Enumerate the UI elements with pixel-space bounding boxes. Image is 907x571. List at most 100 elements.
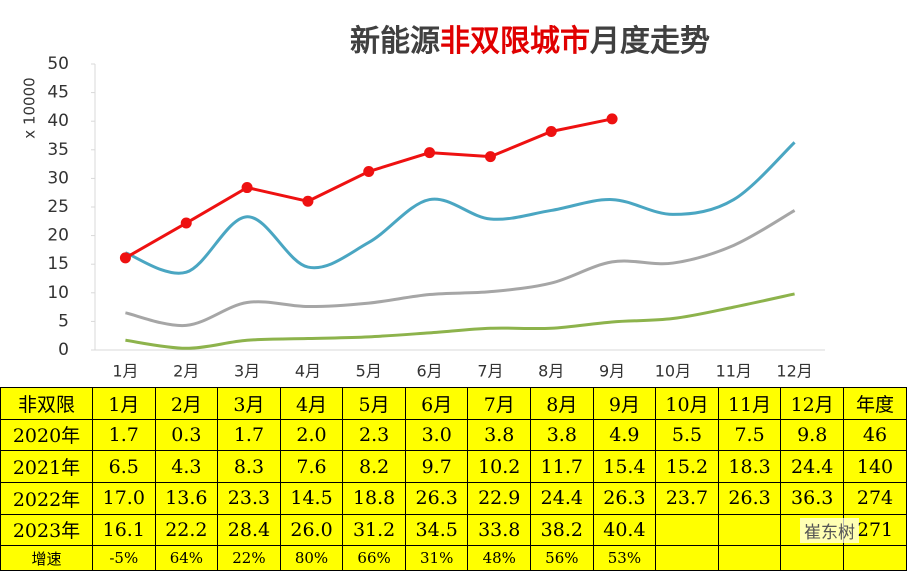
table-cell: 34.5 xyxy=(404,513,469,547)
y-tick-label: 50 xyxy=(47,54,69,74)
table-cell: 46 xyxy=(843,418,907,452)
table-cell: 7.5 xyxy=(717,418,782,452)
table-cell: 2020年 xyxy=(0,418,93,452)
y-tick-label: 45 xyxy=(47,83,69,103)
table-cell: -5% xyxy=(92,545,156,571)
table-cell: 14.5 xyxy=(279,481,344,515)
table-cell: 2.3 xyxy=(342,418,406,452)
table-cell: 3.0 xyxy=(404,418,469,452)
table-cell: 26.3 xyxy=(404,481,469,515)
table-cell: 18.8 xyxy=(342,481,406,515)
y-axis-label: x 10000 xyxy=(21,77,39,138)
x-tick-label: 4月 xyxy=(295,362,321,381)
table-cell: 非双限 xyxy=(0,387,93,420)
table-cell: 48% xyxy=(467,545,532,571)
table-cell: 5月 xyxy=(342,387,406,420)
table-row: 2023年 16.1 22.2 28.4 26.0 31.2 34.5 33.8 38.2 40.… xyxy=(0,513,907,547)
table-cell: 0.3 xyxy=(154,418,219,452)
table-cell: 2023年 xyxy=(0,513,93,547)
table-cell: 22.2 xyxy=(154,513,219,547)
table-cell: 5.5 xyxy=(655,418,719,452)
table-cell: 36.3 xyxy=(780,481,844,515)
table-cell: 4.9 xyxy=(592,418,657,452)
table-cell xyxy=(655,513,719,547)
x-tick-label: 3月 xyxy=(234,362,260,381)
table-cell xyxy=(780,545,844,571)
series-line xyxy=(125,292,795,350)
table-cell: 8月 xyxy=(530,387,594,420)
table-cell: 1月 xyxy=(92,387,156,420)
table-cell: 15.4 xyxy=(592,450,657,483)
table-cell: 11月 xyxy=(717,387,782,420)
chart: 新能源非双限城市月度走势 x 10000 0 5 10 15 20 25 30 35 40 45 5… xyxy=(21,24,825,381)
table-row: 非双限 1月 2月 3月 4月 5月 6月 7月 8月 9月 10月 11月 12月 年度 xyxy=(0,387,907,420)
table-cell xyxy=(717,513,782,547)
x-tick-label: 7月 xyxy=(477,362,503,381)
table-cell: 1.7 xyxy=(217,418,281,452)
table-cell: 1.7 xyxy=(92,418,156,452)
table-cell: 26.3 xyxy=(717,481,782,515)
table-row: 2021年 6.5 4.3 8.3 7.6 8.2 9.7 10.2 11.7 15.4 15.2 1… xyxy=(0,450,907,483)
y-tick-label: 35 xyxy=(47,140,69,160)
table-cell: 2.0 xyxy=(279,418,344,452)
table-cell: 64% xyxy=(154,545,219,571)
table-cell xyxy=(655,545,719,571)
x-tick-label: 2月 xyxy=(173,362,199,381)
table-cell: 26.0 xyxy=(279,513,344,547)
table-cell: 38.2 xyxy=(530,513,594,547)
data-point xyxy=(545,125,557,137)
table-cell: 12月 xyxy=(780,387,844,420)
table-row: 2020年 1.7 0.3 1.7 2.0 2.3 3.0 3.8 3.8 4.9 5.5 7.5 9.… xyxy=(0,418,907,452)
y-tick-label: 15 xyxy=(47,254,69,274)
table-cell: 9.7 xyxy=(404,450,469,483)
series-line xyxy=(124,117,613,260)
table-cell: 66% xyxy=(342,545,406,571)
x-tick-label: 10月 xyxy=(655,362,691,381)
data-point xyxy=(606,113,618,125)
y-tick-label: 40 xyxy=(47,111,69,131)
series-line xyxy=(124,141,796,275)
table-cell: 17.0 xyxy=(92,481,156,515)
title-part: 月度走势 xyxy=(590,24,710,59)
table-cell: 4月 xyxy=(279,387,344,420)
table-cell: 274 xyxy=(843,481,907,515)
y-tick-label: 10 xyxy=(47,283,69,303)
table-cell: 年度 xyxy=(843,387,907,420)
table-cell: 22.9 xyxy=(467,481,532,515)
y-tick-label: 0 xyxy=(58,340,69,360)
table-cell: 8.3 xyxy=(217,450,281,483)
table-cell: 2021年 xyxy=(0,450,93,483)
y-tick-label: 5 xyxy=(58,311,69,331)
table-cell: 31.2 xyxy=(342,513,406,547)
table-cell: 16.1 xyxy=(92,513,156,547)
table-cell: 31% xyxy=(404,545,469,571)
y-tick-label: 25 xyxy=(47,197,69,217)
watermark: 崔东树 xyxy=(800,518,859,543)
table-cell: 24.4 xyxy=(530,481,594,515)
table-cell: 13.6 xyxy=(154,481,219,515)
table-cell: 140 xyxy=(843,450,907,483)
table-row: 2022年 17.0 13.6 23.3 14.5 18.8 26.3 22.9 24.4 26.… xyxy=(0,481,907,515)
x-tick-label: 9月 xyxy=(599,362,625,381)
table-row: 增速 -5% 64% 22% 80% 66% 31% 48% 56% 53% xyxy=(0,545,907,571)
table-cell xyxy=(843,545,907,571)
y-tick-label: 30 xyxy=(47,168,69,188)
table-cell: 23.7 xyxy=(655,481,719,515)
table-cell: 2022年 xyxy=(0,481,93,515)
table-cell: 56% xyxy=(530,545,594,571)
data-point xyxy=(363,166,375,178)
series-line xyxy=(125,209,796,327)
table-cell: 7.6 xyxy=(279,450,344,483)
table-cell: 3.8 xyxy=(467,418,532,452)
x-tick-label: 12月 xyxy=(776,362,812,381)
table-cell: 3月 xyxy=(217,387,281,420)
table-cell: 26.3 xyxy=(592,481,657,515)
table-cell: 增速 xyxy=(0,545,93,571)
table-cell: 6月 xyxy=(404,387,469,420)
title-part: 新能源 xyxy=(350,24,440,59)
table-cell: 40.4 xyxy=(592,513,657,547)
table-cell: 4.3 xyxy=(154,450,219,483)
table-cell: 18.3 xyxy=(717,450,782,483)
chart-title: 新能源非双限城市月度走势 xyxy=(350,24,710,59)
data-table: 非双限 1月 2月 3月 4月 5月 6月 7月 8月 9月 10月 11月 12月 年度 2020年 1.7… xyxy=(0,387,907,571)
